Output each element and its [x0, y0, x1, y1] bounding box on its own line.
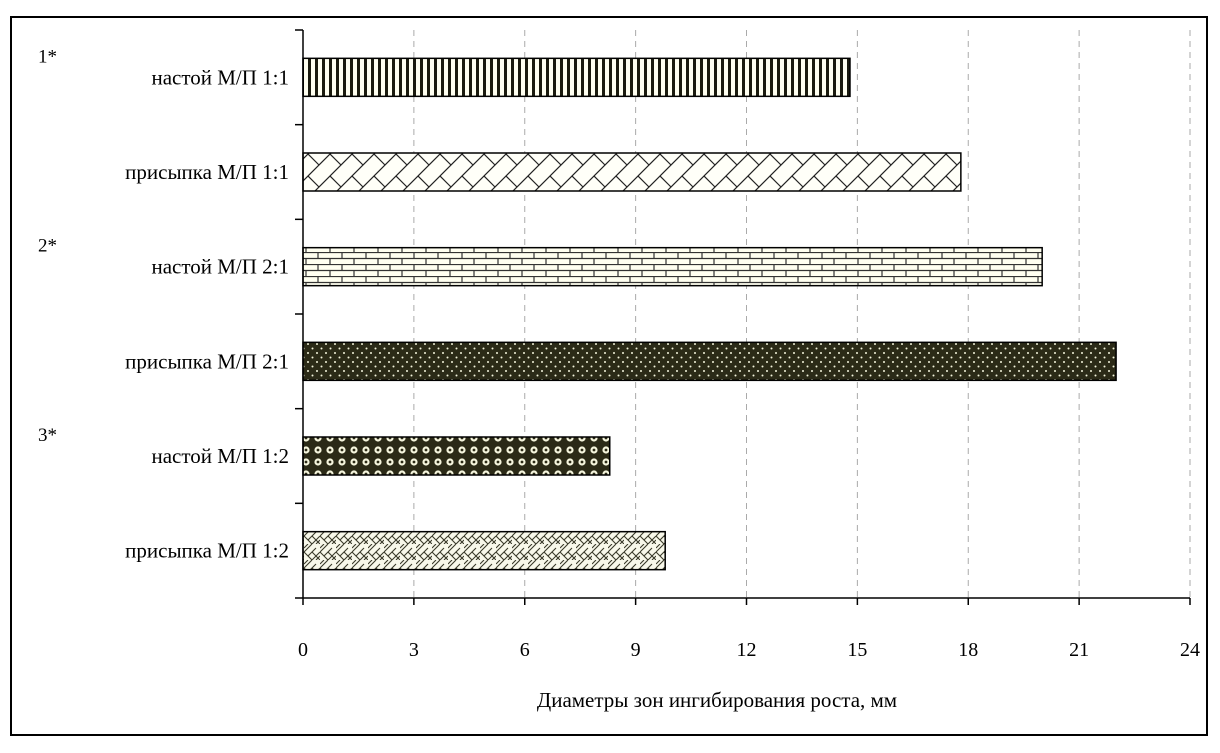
category-annotation: 1* [38, 46, 57, 67]
grid-lines [413, 30, 1191, 598]
category-label: присыпка М/П 2:1 [125, 349, 289, 373]
axes [295, 29, 1191, 605]
x-tick-label: 24 [1180, 639, 1200, 661]
bar [302, 57, 851, 98]
bar [302, 341, 1117, 382]
labels: 0 3 6 9 12 15 18 21 24 настой М/П 1:1 1* присыпка М… [38, 46, 1200, 661]
x-tick-label: 6 [520, 639, 530, 661]
bar [302, 246, 1043, 287]
bar [302, 436, 611, 476]
category-annotation: 2* [38, 236, 57, 257]
category-label: настой М/П 1:2 [151, 444, 289, 468]
bars [302, 57, 1117, 571]
x-axis-title: Диаметры зон ингибирования роста, мм [537, 688, 897, 712]
x-tick-label: 12 [737, 639, 757, 661]
x-tick-label: 21 [1069, 639, 1089, 661]
x-tick-label: 18 [958, 639, 978, 661]
category-label: присыпка М/П 1:2 [125, 539, 289, 563]
x-tick-label: 15 [847, 639, 867, 661]
x-tick-label: 9 [631, 639, 641, 661]
bar [302, 152, 962, 192]
category-label: настой М/П 1:1 [151, 65, 289, 89]
category-annotation: 3* [38, 425, 57, 446]
bar [302, 530, 666, 571]
category-label: присыпка М/П 1:1 [125, 160, 289, 184]
x-tick-label: 3 [409, 639, 419, 661]
category-label: настой М/П 2:1 [151, 255, 289, 279]
x-tick-label: 0 [298, 639, 308, 661]
